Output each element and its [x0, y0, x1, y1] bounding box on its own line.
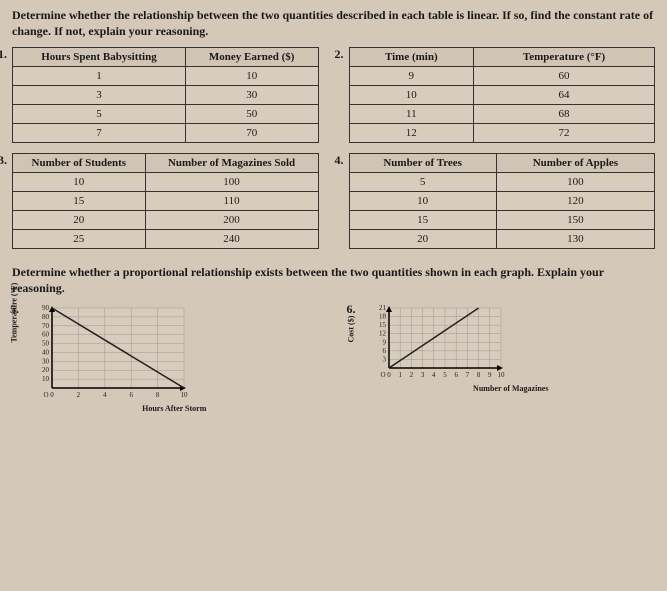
cell: 50 — [185, 105, 318, 124]
problem-4: 4. Number of TreesNumber of Apples 5100 … — [349, 153, 656, 249]
cell: 9 — [349, 67, 474, 86]
cell: 1 — [13, 67, 186, 86]
svg-text:4: 4 — [432, 371, 436, 379]
svg-text:3: 3 — [382, 356, 386, 364]
instructions2-text: Determine whether a proportional relatio… — [12, 265, 655, 296]
instructions-text: Determine whether the relationship betwe… — [12, 8, 655, 39]
cell: 5 — [349, 173, 496, 192]
graph-5: 5. Temperature (°F) 02468101020304050607… — [12, 302, 319, 413]
table-3: Number of StudentsNumber of Magazines So… — [12, 153, 319, 249]
col-header: Number of Students — [13, 154, 146, 173]
chart-svg-6: 01234567891036912151821O — [367, 302, 507, 382]
svg-text:0: 0 — [50, 391, 54, 399]
col-header: Time (min) — [349, 48, 474, 67]
cell: 10 — [13, 173, 146, 192]
cell: 72 — [474, 124, 655, 143]
cell: 20 — [349, 230, 496, 249]
svg-text:1: 1 — [398, 371, 402, 379]
cell: 30 — [185, 86, 318, 105]
cell: 150 — [496, 211, 654, 230]
cell: 110 — [145, 192, 318, 211]
svg-text:O: O — [380, 371, 385, 379]
svg-text:50: 50 — [42, 340, 50, 348]
svg-text:18: 18 — [379, 313, 387, 321]
cell: 10 — [349, 86, 474, 105]
y-axis-label: Temperature (°F) — [10, 283, 19, 343]
col-header: Money Earned ($) — [185, 48, 318, 67]
svg-text:15: 15 — [379, 322, 387, 330]
svg-text:10: 10 — [497, 371, 505, 379]
table-1: Hours Spent BabysittingMoney Earned ($) … — [12, 47, 319, 143]
svg-text:8: 8 — [156, 391, 160, 399]
svg-text:20: 20 — [42, 367, 50, 375]
problem-number: 1. — [0, 47, 7, 62]
cell: 68 — [474, 105, 655, 124]
cell: 3 — [13, 86, 186, 105]
svg-text:6: 6 — [129, 391, 133, 399]
svg-text:21: 21 — [379, 304, 387, 312]
svg-text:3: 3 — [420, 371, 424, 379]
cell: 15 — [349, 211, 496, 230]
col-header: Number of Trees — [349, 154, 496, 173]
svg-text:6: 6 — [454, 371, 458, 379]
graphs-row: 5. Temperature (°F) 02468101020304050607… — [12, 302, 655, 413]
table-4: Number of TreesNumber of Apples 5100 101… — [349, 153, 656, 249]
problem-1: 1. Hours Spent BabysittingMoney Earned (… — [12, 47, 319, 143]
svg-text:7: 7 — [465, 371, 469, 379]
svg-text:40: 40 — [42, 349, 50, 357]
cell: 12 — [349, 124, 474, 143]
svg-text:6: 6 — [382, 347, 386, 355]
problem-number: 2. — [335, 47, 344, 62]
svg-text:O: O — [43, 391, 48, 399]
chart-svg-5: 0246810102030405060708090O — [30, 302, 190, 402]
svg-text:2: 2 — [77, 391, 81, 399]
col-header: Hours Spent Babysitting — [13, 48, 186, 67]
x-axis-label: Hours After Storm — [30, 404, 319, 413]
cell: 11 — [349, 105, 474, 124]
col-header: Number of Apples — [496, 154, 654, 173]
cell: 100 — [496, 173, 654, 192]
table-2: Time (min)Temperature (°F) 960 1064 1168… — [349, 47, 656, 143]
y-axis-label: Cost ($) — [346, 315, 355, 342]
problem-number: 3. — [0, 153, 7, 168]
svg-text:5: 5 — [443, 371, 447, 379]
graph-6: 6. Cost ($) 01234567891036912151821O Num… — [349, 302, 656, 413]
cell: 25 — [13, 230, 146, 249]
col-header: Number of Magazines Sold — [145, 154, 318, 173]
cell: 120 — [496, 192, 654, 211]
x-axis-label: Number of Magazines — [367, 384, 656, 393]
cell: 5 — [13, 105, 186, 124]
col-header: Temperature (°F) — [474, 48, 655, 67]
cell: 60 — [474, 67, 655, 86]
cell: 70 — [185, 124, 318, 143]
svg-text:12: 12 — [379, 330, 387, 338]
cell: 100 — [145, 173, 318, 192]
svg-text:4: 4 — [103, 391, 107, 399]
svg-text:80: 80 — [42, 313, 50, 321]
cell: 15 — [13, 192, 146, 211]
cell: 10 — [349, 192, 496, 211]
svg-text:60: 60 — [42, 331, 50, 339]
svg-text:70: 70 — [42, 322, 50, 330]
problems-grid: 1. Hours Spent BabysittingMoney Earned (… — [12, 47, 655, 249]
svg-text:9: 9 — [488, 371, 492, 379]
svg-text:10: 10 — [42, 375, 50, 383]
svg-text:30: 30 — [42, 358, 50, 366]
problem-number: 4. — [335, 153, 344, 168]
svg-text:2: 2 — [409, 371, 413, 379]
svg-text:10: 10 — [181, 391, 189, 399]
problem-3: 3. Number of StudentsNumber of Magazines… — [12, 153, 319, 249]
cell: 130 — [496, 230, 654, 249]
cell: 240 — [145, 230, 318, 249]
cell: 20 — [13, 211, 146, 230]
cell: 10 — [185, 67, 318, 86]
svg-text:9: 9 — [382, 339, 386, 347]
problem-2: 2. Time (min)Temperature (°F) 960 1064 1… — [349, 47, 656, 143]
cell: 200 — [145, 211, 318, 230]
svg-text:8: 8 — [476, 371, 480, 379]
svg-text:0: 0 — [387, 371, 391, 379]
cell: 7 — [13, 124, 186, 143]
svg-text:90: 90 — [42, 304, 50, 312]
cell: 64 — [474, 86, 655, 105]
